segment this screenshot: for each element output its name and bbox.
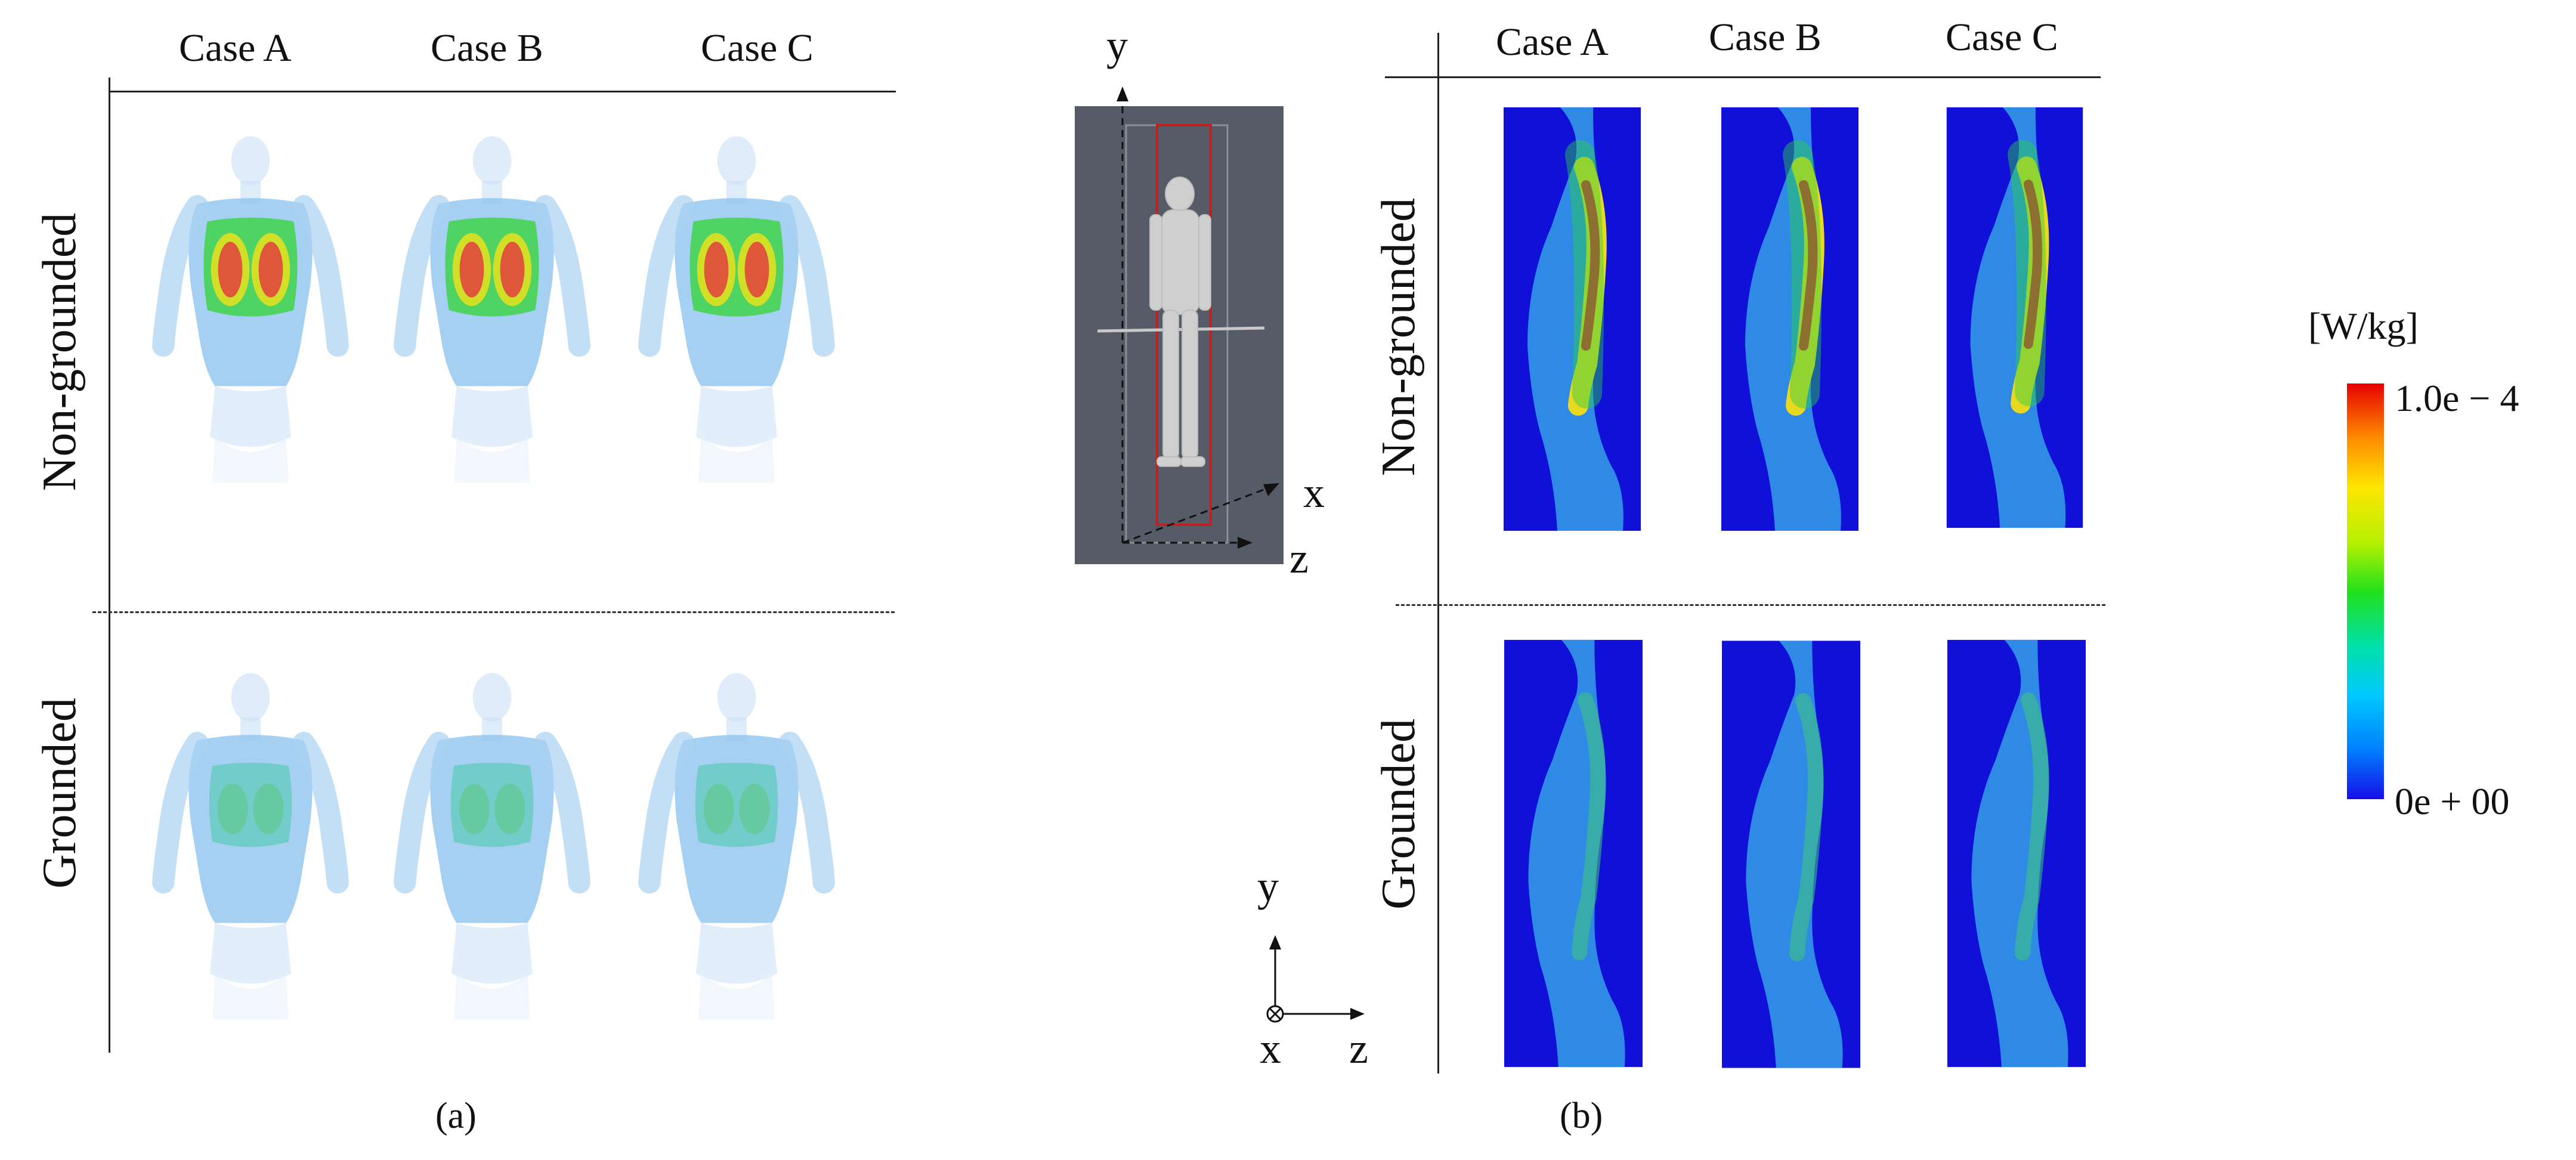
colorbar-unit: [W/kg] bbox=[2308, 305, 2419, 347]
model-axis-x-label: x bbox=[1303, 469, 1325, 516]
panel-a-row-axis bbox=[109, 78, 110, 1053]
body-model-inset bbox=[1075, 86, 1284, 564]
panel-b-col-case-b: Case B bbox=[1709, 16, 1822, 59]
colorbar-gradient bbox=[2347, 383, 2384, 799]
coord-axis-y-label: y bbox=[1257, 862, 1279, 910]
panel-b-case-b-non-grounded-slice bbox=[1721, 107, 1859, 531]
coord-axis-z-label: z bbox=[1349, 1025, 1368, 1072]
panel-a-case-b-grounded-map bbox=[391, 656, 593, 1038]
model-axis-z-label: z bbox=[1289, 534, 1309, 582]
panel-a-row-non-grounded: Non-grounded bbox=[33, 212, 86, 491]
panel-a-case-c-grounded-map bbox=[635, 656, 838, 1038]
panel-b-row-axis bbox=[1437, 33, 1439, 1074]
panel-b-case-a-non-grounded-slice bbox=[1503, 107, 1641, 531]
panel-a-label: (a) bbox=[435, 1096, 477, 1136]
panel-b-case-a-grounded-slice bbox=[1504, 633, 1643, 1074]
panel-b-col-case-a: Case A bbox=[1496, 20, 1609, 64]
panel-a-case-a-non-grounded-map bbox=[149, 119, 352, 501]
panel-b-case-c-grounded-slice bbox=[1947, 633, 2086, 1074]
human-figure bbox=[1149, 177, 1211, 467]
model-axis-y-label: y bbox=[1106, 21, 1128, 69]
panel-a-row-grounded: Grounded bbox=[33, 698, 86, 889]
panel-b-col-case-c: Case C bbox=[1946, 16, 2058, 59]
panel-b-case-c-non-grounded-slice bbox=[1946, 107, 2084, 528]
colorbar-max-label: 1.0e − 4 bbox=[2395, 377, 2519, 419]
panel-a-case-c-non-grounded-map bbox=[635, 119, 838, 501]
panel-a-header-rule bbox=[109, 91, 896, 92]
panel-b-case-b-grounded-slice bbox=[1722, 635, 1860, 1074]
panel-a-col-case-c: Case C bbox=[701, 26, 814, 70]
panel-b-row-grounded: Grounded bbox=[1372, 719, 1425, 910]
panel-a-row-divider bbox=[92, 611, 895, 613]
panel-b-header-rule bbox=[1385, 76, 2101, 78]
panel-b-label: (b) bbox=[1560, 1096, 1603, 1136]
panel-b-row-non-grounded: Non-grounded bbox=[1372, 197, 1425, 477]
panel-a-case-b-non-grounded-map bbox=[391, 119, 593, 501]
panel-a-col-case-a: Case A bbox=[179, 26, 292, 70]
colorbar-min-label: 0e + 00 bbox=[2395, 780, 2510, 822]
panel-a-col-case-b: Case B bbox=[431, 26, 543, 70]
panel-b-row-divider bbox=[1396, 604, 2105, 606]
coord-axis-x-label: x bbox=[1260, 1025, 1281, 1072]
panel-a-case-a-grounded-map bbox=[149, 656, 352, 1038]
coordinate-axes-icon bbox=[1266, 935, 1365, 1023]
